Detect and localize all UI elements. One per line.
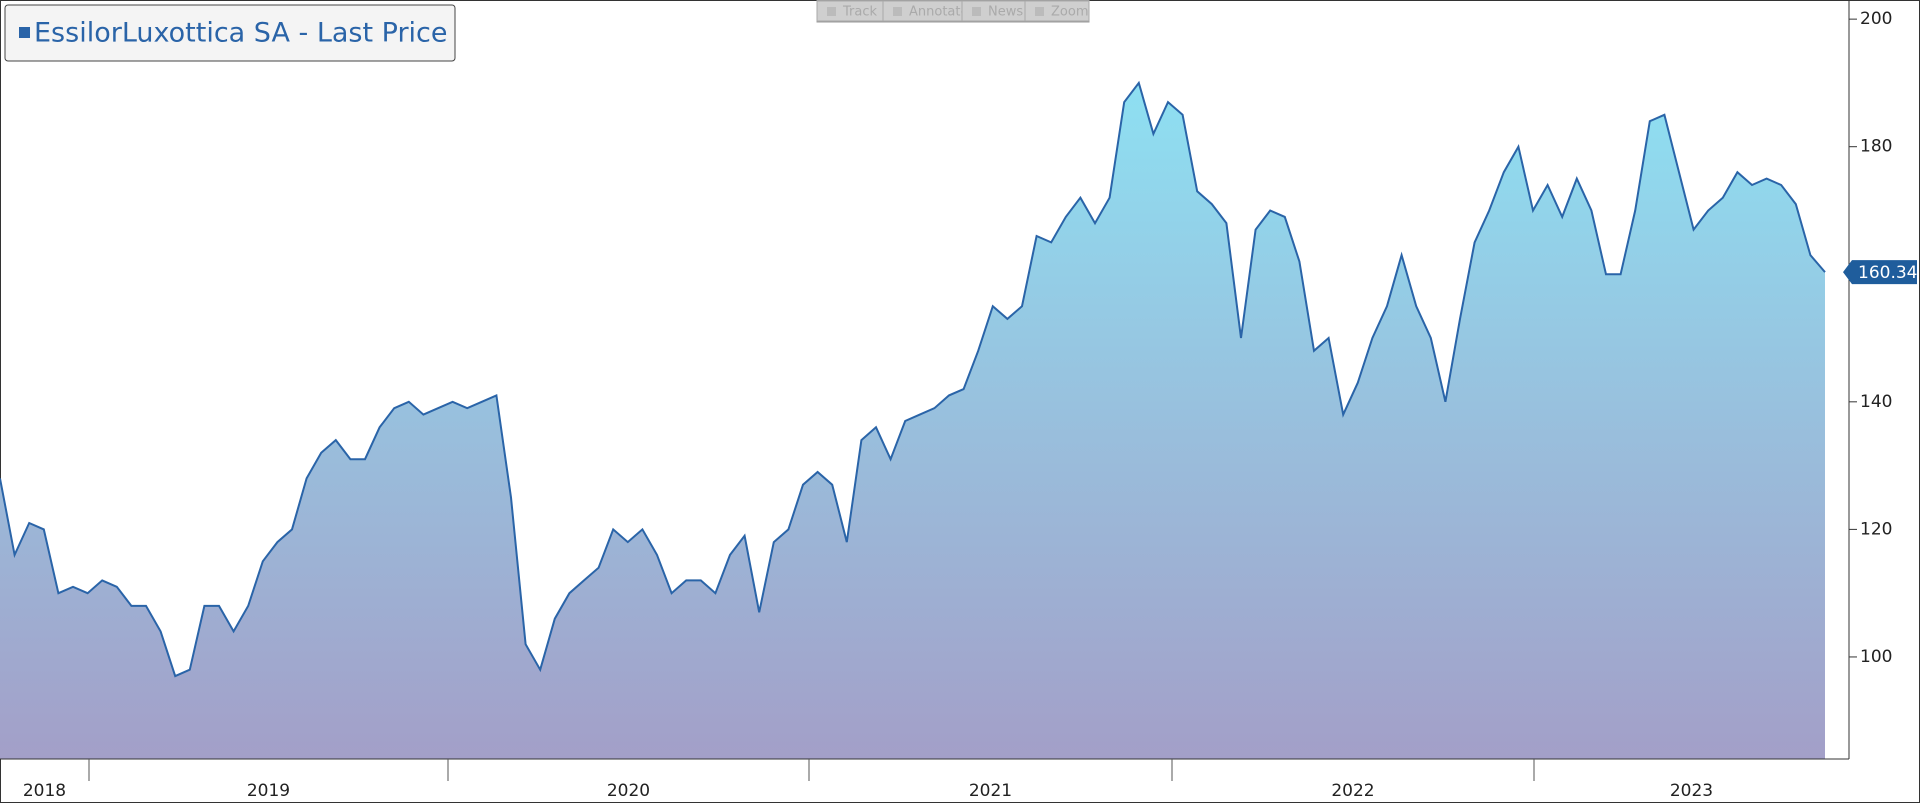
toolbar-icon	[893, 7, 902, 16]
x-tick-label: 2021	[969, 781, 1012, 801]
y-tick-label: 180	[1860, 137, 1892, 157]
price-line	[0, 80, 1826, 678]
y-tick-label: 140	[1860, 392, 1892, 412]
toolbar-button-label[interactable]: News	[988, 5, 1023, 20]
y-tick-label: 120	[1860, 519, 1892, 539]
chart-title: EssilorLuxottica SA - Last Price	[34, 18, 448, 49]
toolbar-button-label[interactable]: Annotate	[909, 5, 968, 20]
x-tick-label: 2023	[1670, 781, 1713, 801]
toolbar-button-label[interactable]: Zoom	[1051, 5, 1088, 20]
last-price-label: 160.34	[1858, 263, 1917, 283]
last-price-tag	[1843, 260, 1917, 285]
toolbar-button-label[interactable]: Track	[842, 5, 877, 20]
y-tick-label: 100	[1860, 647, 1892, 667]
legend-box	[4, 4, 456, 62]
x-tick-label: 2022	[1331, 781, 1374, 801]
toolbar-icon	[972, 7, 981, 16]
x-tick-label: 2018	[23, 781, 66, 801]
legend-swatch	[19, 27, 30, 38]
area	[0, 82, 1825, 759]
x-tick-label: 2019	[247, 781, 290, 801]
x-tick-label: 2020	[607, 781, 650, 801]
toolbar-icon	[827, 7, 836, 16]
y-tick-label: 200	[1860, 9, 1892, 29]
toolbar-icon	[1035, 7, 1044, 16]
